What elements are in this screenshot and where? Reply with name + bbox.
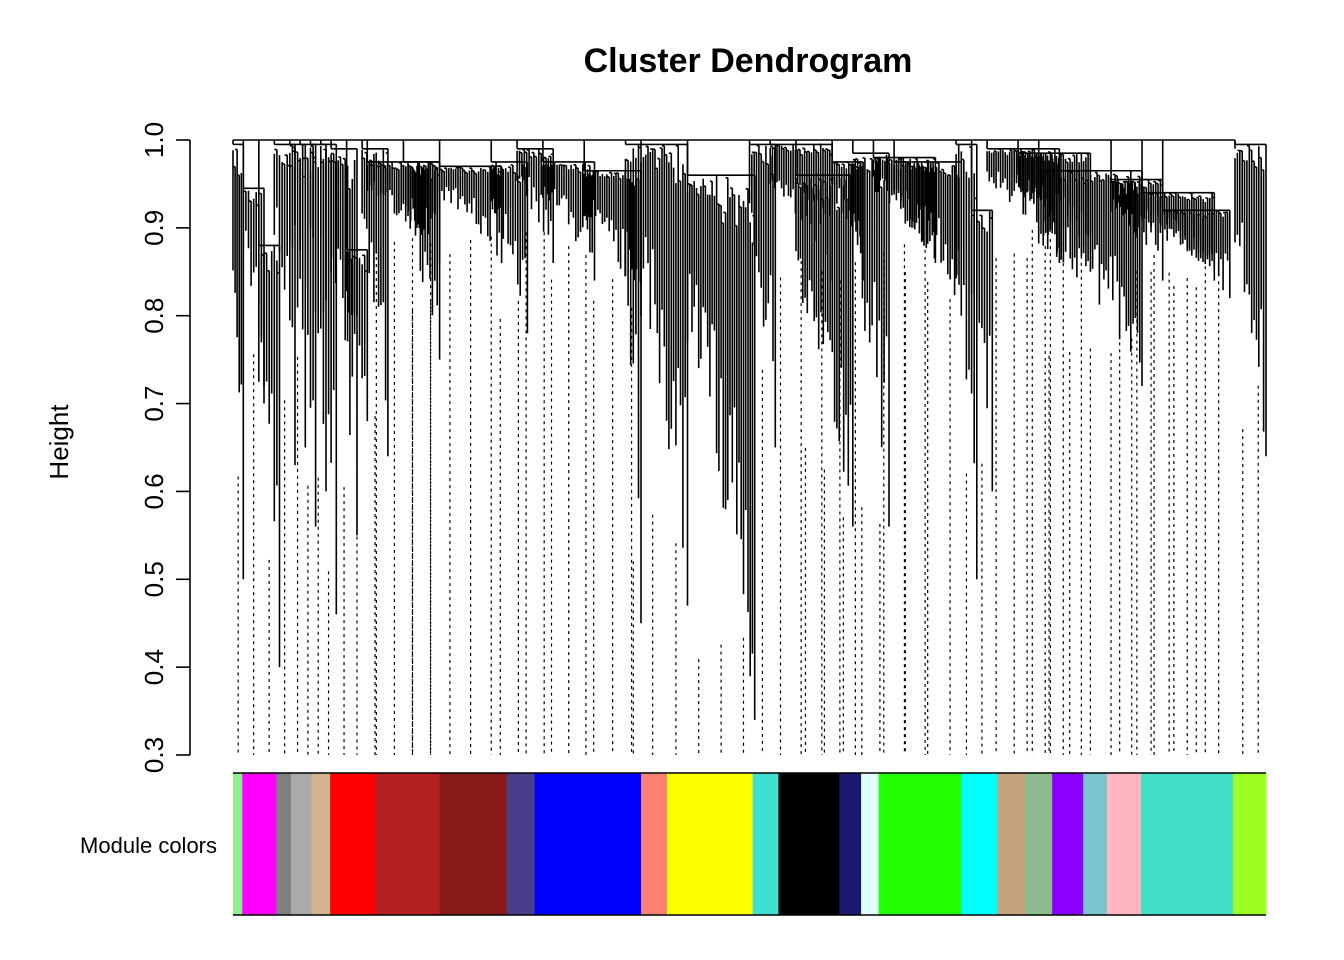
y-axis: 0.3 0.4 0.5 0.6 0.7 0.8 0.9 1.0: [139, 122, 191, 773]
cluster-branch: [402, 161, 441, 360]
y-tick-label: 0.9: [139, 210, 169, 246]
module-color-segment: [1232, 773, 1267, 915]
cluster-branch: [516, 148, 554, 263]
module-color-segment: [534, 773, 642, 915]
module-color-segment: [330, 773, 377, 915]
cluster-branch: [624, 144, 642, 624]
module-color-segment: [861, 773, 880, 915]
y-tick-label: 0.3: [139, 737, 169, 773]
cluster-branch: [1234, 144, 1267, 457]
module-color-segment: [439, 773, 508, 915]
module-color-segment: [1106, 773, 1142, 915]
module-colors-label: Module colors: [80, 833, 217, 858]
module-color-segment: [961, 773, 998, 915]
cluster-branch: [320, 144, 338, 615]
module-color-segment: [290, 773, 313, 915]
cluster-branch: [258, 245, 281, 668]
module-color-segment: [233, 773, 243, 915]
module-color-segment: [375, 773, 441, 915]
module-color-segment: [878, 773, 962, 915]
module-color-segment: [666, 773, 754, 915]
module-color-bar: [233, 772, 1267, 916]
module-color-segment: [1052, 773, 1084, 915]
y-tick-label: 0.6: [139, 473, 169, 509]
cluster-branch: [640, 144, 689, 606]
y-tick-label: 0.4: [139, 649, 169, 685]
cluster-branch: [232, 144, 245, 580]
y-tick-label: 0.8: [139, 298, 169, 334]
module-color-segment: [311, 773, 331, 915]
cluster-branch: [273, 144, 296, 466]
y-tick-label: 0.7: [139, 385, 169, 421]
module-color-segment: [242, 773, 277, 915]
cluster-branch: [893, 161, 963, 316]
cluster-branch: [686, 175, 756, 720]
cluster-branch: [1161, 210, 1231, 299]
module-color-segment: [641, 773, 668, 915]
module-color-segment: [997, 773, 1026, 915]
y-tick-label: 1.0: [139, 122, 169, 158]
cluster-branch: [542, 162, 596, 281]
cluster-branch: [1037, 170, 1143, 386]
y-tick-label: 0.5: [139, 561, 169, 597]
module-color-segment: [1083, 773, 1108, 915]
cluster-branch: [970, 210, 994, 492]
cluster-branch: [330, 148, 358, 536]
chart-title: Cluster Dendrogram: [584, 42, 913, 80]
cluster-branch: [795, 175, 854, 527]
module-color-segment: [276, 773, 292, 915]
module-color-segment: [752, 773, 779, 915]
y-axis-label: Height: [44, 404, 74, 480]
dendrogram-tree: [232, 139, 1267, 755]
module-color-segment: [1141, 773, 1234, 915]
module-color-segment: [1025, 773, 1053, 915]
cluster-branch: [345, 249, 369, 422]
module-color-segment: [506, 773, 536, 915]
cluster-branch: [361, 148, 389, 457]
module-color-segment: [778, 773, 840, 915]
module-color-segment: [839, 773, 862, 915]
cluster-branch: [748, 144, 777, 448]
